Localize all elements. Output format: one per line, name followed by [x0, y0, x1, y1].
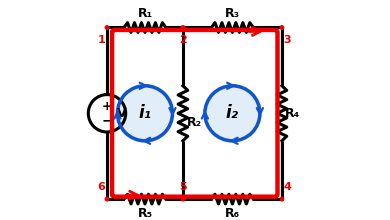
Text: 2: 2	[179, 35, 187, 45]
Text: i₂: i₂	[226, 104, 239, 122]
Text: R₃: R₃	[225, 7, 240, 20]
Text: 6: 6	[98, 182, 105, 192]
Text: +: +	[102, 100, 112, 113]
Text: 1: 1	[98, 35, 105, 45]
Text: R₁: R₁	[137, 7, 152, 20]
Circle shape	[181, 197, 184, 201]
Text: R₅: R₅	[137, 207, 152, 220]
Circle shape	[105, 26, 109, 29]
Text: R₆: R₆	[225, 207, 240, 220]
Circle shape	[105, 197, 109, 201]
Circle shape	[280, 26, 284, 29]
Circle shape	[203, 84, 262, 143]
Circle shape	[181, 26, 184, 29]
Text: V: V	[117, 107, 126, 120]
Circle shape	[115, 84, 175, 143]
Text: i₁: i₁	[138, 104, 151, 122]
Text: R₂: R₂	[187, 116, 202, 129]
Text: 5: 5	[179, 182, 187, 192]
Text: −: −	[101, 113, 113, 127]
Circle shape	[280, 197, 284, 201]
Text: 4: 4	[284, 182, 291, 192]
Text: 3: 3	[284, 35, 291, 45]
Text: R₄: R₄	[285, 107, 300, 120]
